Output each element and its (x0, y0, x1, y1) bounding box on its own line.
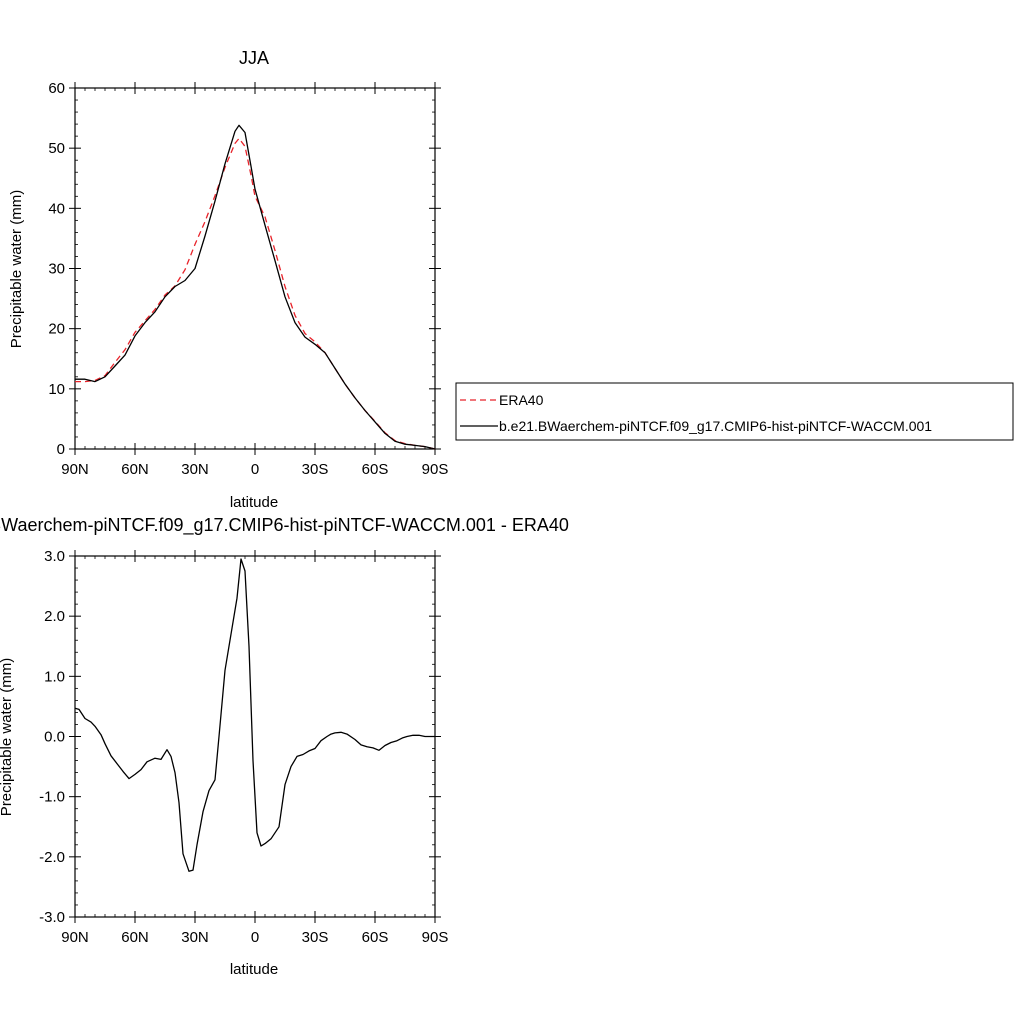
plot-frame (74, 87, 436, 450)
y-tick-label: 50 (48, 140, 65, 157)
y-tick-label: 2.0 (44, 608, 65, 625)
top-panel-xlabel: latitude (230, 494, 278, 511)
y-tick-label: 30 (48, 261, 65, 278)
legend-label-model: b.e21.BWaerchem-piNTCF.f09_g17.CMIP6-his… (499, 418, 932, 434)
x-tick-label: 0 (251, 929, 259, 946)
x-tick-label: 30S (302, 929, 329, 946)
x-tick-label: 60S (362, 461, 389, 478)
bottom-panel-title: b.e21.BWaerchem-piNTCF.f09_g17.CMIP6-his… (0, 515, 569, 536)
x-tick-label: 60N (121, 461, 149, 478)
bottom-panel-xlabel: latitude (230, 961, 278, 978)
y-tick-label: 1.0 (44, 668, 65, 685)
y-tick-label: 0 (57, 441, 65, 458)
y-tick-label: 0.0 (44, 729, 65, 746)
series-line-era40 (75, 137, 436, 450)
y-tick-label: -3.0 (39, 909, 65, 926)
top-panel-ylabel: Precipitable water (mm) (8, 190, 25, 348)
y-tick-label: -2.0 (39, 849, 65, 866)
top-panel-legend: ERA40 b.e21.BWaerchem-piNTCF.f09_g17.CMI… (455, 382, 1014, 441)
plot-frame (74, 555, 436, 918)
x-tick-label: 30N (181, 461, 209, 478)
x-tick-label: 90N (61, 929, 89, 946)
x-tick-label: 90S (422, 461, 449, 478)
x-tick-label: 0 (251, 461, 259, 478)
y-tick-label: 40 (48, 200, 65, 217)
series-line-model (75, 124, 436, 450)
legend-label-era40: ERA40 (499, 392, 544, 408)
top-panel-title: JJA (239, 48, 269, 68)
legend-box (455, 382, 1014, 441)
y-tick-label: 10 (48, 381, 65, 398)
x-tick-label: 30S (302, 461, 329, 478)
x-tick-label: 60N (121, 929, 149, 946)
x-tick-label: 90S (422, 929, 449, 946)
x-tick-label: 60S (362, 929, 389, 946)
y-tick-label: 3.0 (44, 548, 65, 565)
series-line-difference (74, 558, 435, 872)
x-tick-label: 30N (181, 929, 209, 946)
y-tick-label: 60 (48, 80, 65, 97)
x-tick-label: 90N (61, 461, 89, 478)
y-tick-label: 20 (48, 321, 65, 338)
bottom-panel-ylabel: Precipitable water (mm) (0, 658, 15, 816)
bottom-panel-difference-line-plot: b.e21.BWaerchem-piNTCF.f09_g17.CMIP6-his… (0, 515, 569, 978)
top-panel-mean-line-plot: JJA latitude Precipitable water (mm) 90N… (8, 48, 448, 511)
y-tick-label: -1.0 (39, 789, 65, 806)
